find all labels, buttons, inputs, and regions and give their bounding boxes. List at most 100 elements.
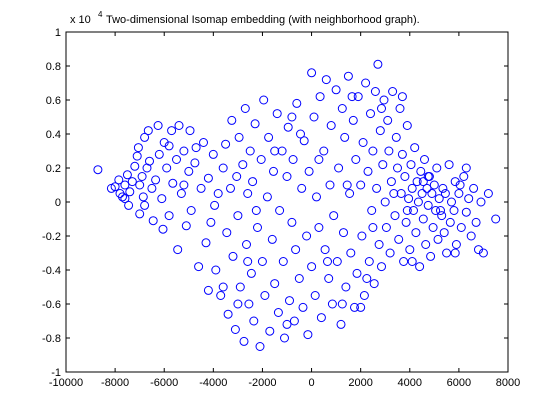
data-point xyxy=(307,68,317,78)
x-tick-label: 6000 xyxy=(447,377,471,389)
data-point xyxy=(312,192,321,202)
data-point xyxy=(304,166,314,176)
y-tick-label: 1 xyxy=(55,27,61,39)
data-point xyxy=(379,95,389,105)
data-point xyxy=(299,136,309,146)
data-point xyxy=(255,342,265,351)
data-point xyxy=(454,189,464,198)
data-point xyxy=(373,59,383,69)
y-tick-label: 0 xyxy=(55,197,61,209)
data-point xyxy=(233,211,243,221)
data-point xyxy=(277,146,287,156)
data-point xyxy=(120,180,130,190)
data-point xyxy=(303,330,313,340)
data-point xyxy=(148,216,158,226)
data-point xyxy=(190,158,200,168)
data-point xyxy=(179,180,189,190)
data-point xyxy=(235,282,245,292)
data-point xyxy=(361,78,371,88)
data-point xyxy=(428,223,438,232)
data-point xyxy=(407,183,417,193)
data-point xyxy=(327,299,337,309)
data-point xyxy=(288,155,298,164)
data-point xyxy=(440,189,450,198)
data-point xyxy=(167,126,177,136)
data-point xyxy=(154,149,164,159)
data-point xyxy=(394,234,404,244)
data-point xyxy=(232,172,242,181)
data-point xyxy=(132,151,142,161)
y-tick-label: -0.2 xyxy=(42,231,61,243)
data-point xyxy=(269,166,278,176)
data-point xyxy=(137,172,147,181)
data-point xyxy=(337,104,347,113)
data-point xyxy=(230,325,240,334)
data-point xyxy=(476,197,486,207)
data-point xyxy=(280,333,289,343)
data-point xyxy=(395,104,405,113)
data-point xyxy=(124,200,134,210)
data-point xyxy=(208,149,218,159)
data-point xyxy=(296,129,305,139)
data-point xyxy=(343,71,353,81)
data-point xyxy=(157,194,167,204)
data-point xyxy=(396,189,406,198)
data-point xyxy=(172,155,181,164)
data-point xyxy=(140,200,150,210)
x-tick-label: -4000 xyxy=(199,377,227,389)
data-point xyxy=(282,172,292,181)
x-tick-label: 0 xyxy=(308,377,314,389)
data-point xyxy=(347,92,357,102)
data-point xyxy=(145,156,154,166)
data-point xyxy=(447,197,456,207)
data-point xyxy=(346,248,356,258)
y-tick-label: -1 xyxy=(51,367,61,379)
data-point xyxy=(147,183,157,193)
data-point xyxy=(385,248,395,258)
x-tick-label: -8000 xyxy=(101,377,129,389)
data-point xyxy=(243,189,253,198)
data-point xyxy=(377,104,386,113)
data-point xyxy=(432,163,442,173)
data-point xyxy=(437,211,447,221)
data-point xyxy=(366,109,375,119)
data-point xyxy=(314,155,324,164)
data-point xyxy=(426,251,436,261)
y-multiplier-exponent: 4 xyxy=(98,10,103,19)
data-point xyxy=(404,194,414,204)
data-point xyxy=(115,189,125,198)
data-point xyxy=(381,223,391,232)
data-point xyxy=(362,274,372,283)
data-point xyxy=(442,248,452,258)
x-tick-label: 4000 xyxy=(398,377,422,389)
data-point xyxy=(114,175,124,185)
data-point xyxy=(153,121,163,130)
data-point xyxy=(302,231,312,241)
data-point xyxy=(412,177,422,187)
data-point xyxy=(348,115,358,125)
data-point xyxy=(433,234,443,244)
data-point xyxy=(456,223,466,232)
data-point xyxy=(191,143,201,153)
data-point xyxy=(399,257,409,266)
data-point xyxy=(265,326,275,336)
data-point xyxy=(140,132,150,142)
data-point xyxy=(297,183,307,193)
data-point xyxy=(223,309,233,319)
data-point xyxy=(368,223,378,232)
data-point xyxy=(184,166,194,176)
data-point xyxy=(438,183,448,193)
data-point xyxy=(251,206,261,215)
data-point xyxy=(417,189,427,198)
data-point xyxy=(238,160,248,170)
chart-title: Two-dimensional Isomap embedding (with n… xyxy=(106,14,420,26)
data-point xyxy=(270,146,280,156)
data-point xyxy=(221,139,231,149)
data-point xyxy=(369,279,379,289)
data-point xyxy=(423,172,433,181)
data-point xyxy=(283,122,293,132)
data-point xyxy=(227,115,237,125)
data-point xyxy=(450,177,460,187)
data-point xyxy=(226,183,235,193)
